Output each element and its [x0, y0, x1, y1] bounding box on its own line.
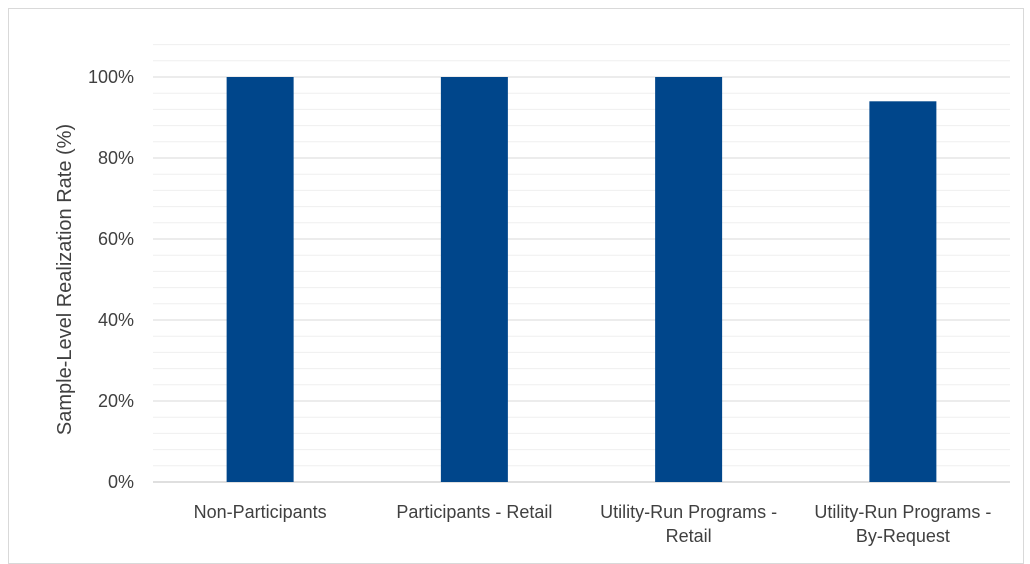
y-tick-label: 0%: [108, 472, 134, 492]
x-tick-label: Utility-Run Programs -Retail: [600, 502, 777, 546]
y-tick-label: 20%: [98, 391, 134, 411]
bar: [655, 77, 722, 482]
y-tick-label: 100%: [88, 67, 134, 87]
x-tick-label: Participants - Retail: [396, 502, 552, 522]
y-tick-label: 40%: [98, 310, 134, 330]
x-tick-label: Non-Participants: [194, 502, 327, 522]
bar: [441, 77, 508, 482]
y-tick-label: 80%: [98, 148, 134, 168]
x-tick-label: Utility-Run Programs -By-Request: [814, 502, 991, 546]
y-tick-label: 60%: [98, 229, 134, 249]
y-axis-title: Sample-Level Realization Rate (%): [54, 124, 76, 435]
bar: [869, 101, 936, 482]
bar: [227, 77, 294, 482]
